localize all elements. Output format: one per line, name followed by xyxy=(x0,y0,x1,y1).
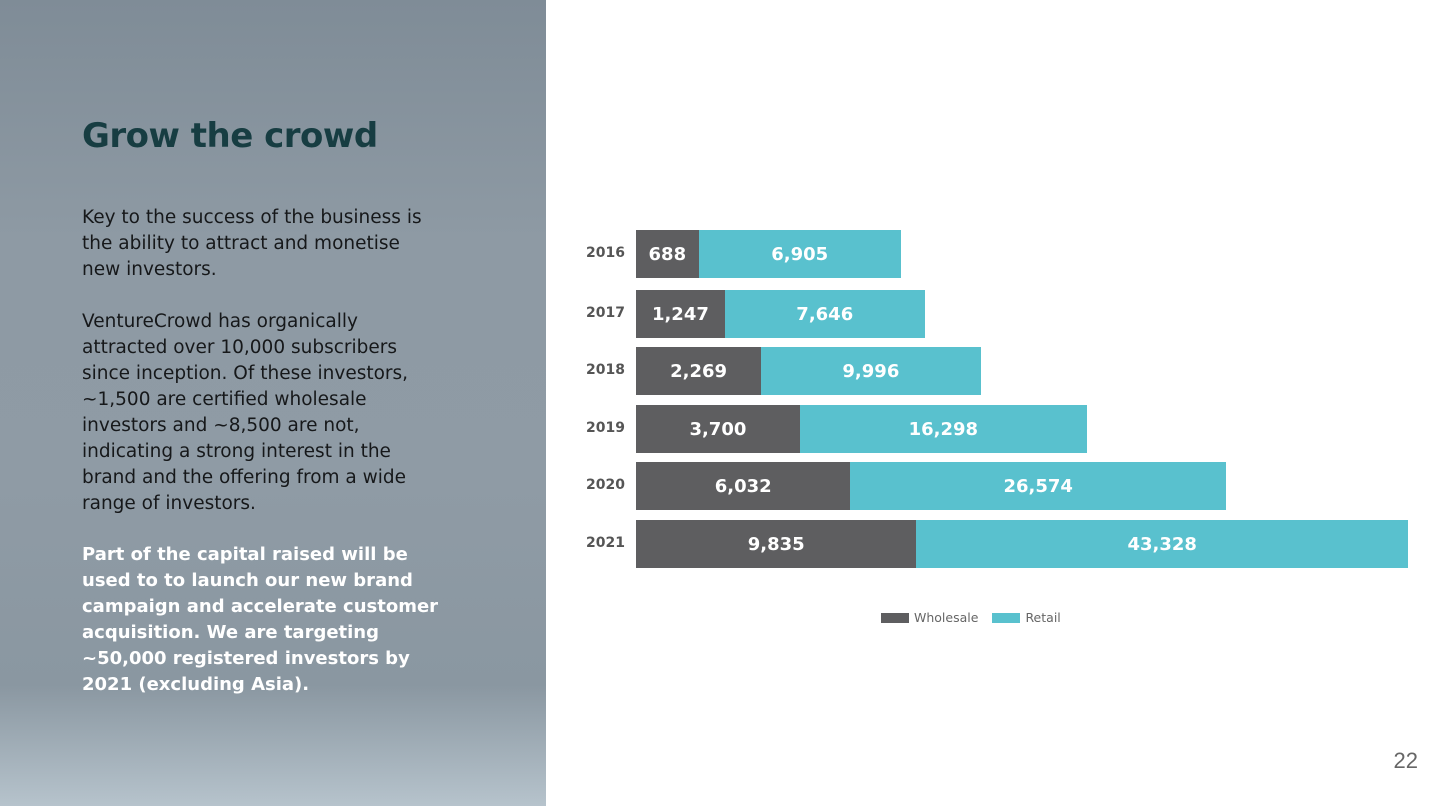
legend-label-retail: Retail xyxy=(1025,610,1061,625)
bar-value-label: 9,996 xyxy=(842,360,900,382)
bar-retail-2017: 7,646 xyxy=(724,290,925,338)
target-paragraph: Part of the capital raised will be used … xyxy=(82,542,438,698)
legend-label-wholesale: Wholesale xyxy=(914,610,979,625)
chart-legend: Wholesale Retail xyxy=(881,610,1061,625)
bar-wholesale-2018: 2,269 xyxy=(636,347,762,395)
bar-retail-2021: 43,328 xyxy=(916,520,1408,568)
bar-retail-2016: 6,905 xyxy=(698,230,901,278)
bar-wholesale-2016: 688 xyxy=(636,230,699,278)
bar-wholesale-2020: 6,032 xyxy=(636,462,851,510)
text-line: used to to launch our new brand xyxy=(82,570,413,591)
text-line: VentureCrowd has organically xyxy=(82,311,358,332)
page-number: 22 xyxy=(1393,748,1418,773)
text-line: ~1,500 are certified wholesale xyxy=(82,389,367,410)
text-line: new investors. xyxy=(82,259,217,280)
bar-value-label: 1,247 xyxy=(651,303,709,325)
text-line: range of investors. xyxy=(82,493,256,514)
text-line: acquisition. We are targeting xyxy=(82,622,380,643)
year-label: 2019 xyxy=(586,420,625,436)
text-line: ~50,000 registered investors by xyxy=(82,648,410,669)
year-label: 2021 xyxy=(586,535,625,551)
slide-title: Grow the crowd xyxy=(82,116,378,156)
bar-wholesale-2019: 3,700 xyxy=(636,405,800,453)
left-panel: Grow the crowd Key to the success of the… xyxy=(0,0,546,806)
intro-paragraph: Key to the success of the business is th… xyxy=(82,205,422,283)
bar-value-label: 6,905 xyxy=(771,243,829,265)
bar-value-label: 3,700 xyxy=(689,418,747,440)
bar-value-label: 16,298 xyxy=(908,418,979,440)
bar-retail-2020: 26,574 xyxy=(850,462,1226,510)
bar-retail-2018: 9,996 xyxy=(761,347,981,395)
subscribers-paragraph: VentureCrowd has organically attracted o… xyxy=(82,309,408,517)
year-label: 2018 xyxy=(586,362,625,378)
text-line: brand and the offering from a wide xyxy=(82,467,407,488)
bar-wholesale-2017: 1,247 xyxy=(636,290,725,338)
text-line: indicating a strong interest in the xyxy=(82,441,391,462)
bar-value-label: 2,269 xyxy=(670,360,728,382)
text-line: since inception. Of these investors, xyxy=(82,363,409,384)
bar-value-label: 9,835 xyxy=(747,533,805,555)
year-label: 2016 xyxy=(586,245,625,261)
text-line: Key to the success of the business is xyxy=(82,207,422,228)
bar-value-label: 26,574 xyxy=(1003,475,1073,497)
text-line: Part of the capital raised will be xyxy=(82,544,408,565)
legend-swatch-retail xyxy=(992,612,1021,623)
bar-value-label: 688 xyxy=(648,243,687,265)
bar-value-label: 6,032 xyxy=(714,475,772,497)
text-line: the ability to attract and monetise xyxy=(82,233,400,254)
bar-retail-2019: 16,298 xyxy=(799,405,1087,453)
text-line: campaign and accelerate customer xyxy=(82,596,439,617)
bar-wholesale-2021: 9,835 xyxy=(636,520,917,568)
year-label: 2020 xyxy=(586,477,625,493)
legend-swatch-wholesale xyxy=(881,612,909,623)
bar-value-label: 7,646 xyxy=(796,303,854,325)
text-line: investors and ~8,500 are not, xyxy=(82,415,360,436)
text-line: 2021 (excluding Asia). xyxy=(82,674,310,695)
bar-value-label: 43,328 xyxy=(1127,533,1197,555)
year-label: 2017 xyxy=(586,305,625,321)
text-line: attracted over 10,000 subscribers xyxy=(82,337,397,358)
